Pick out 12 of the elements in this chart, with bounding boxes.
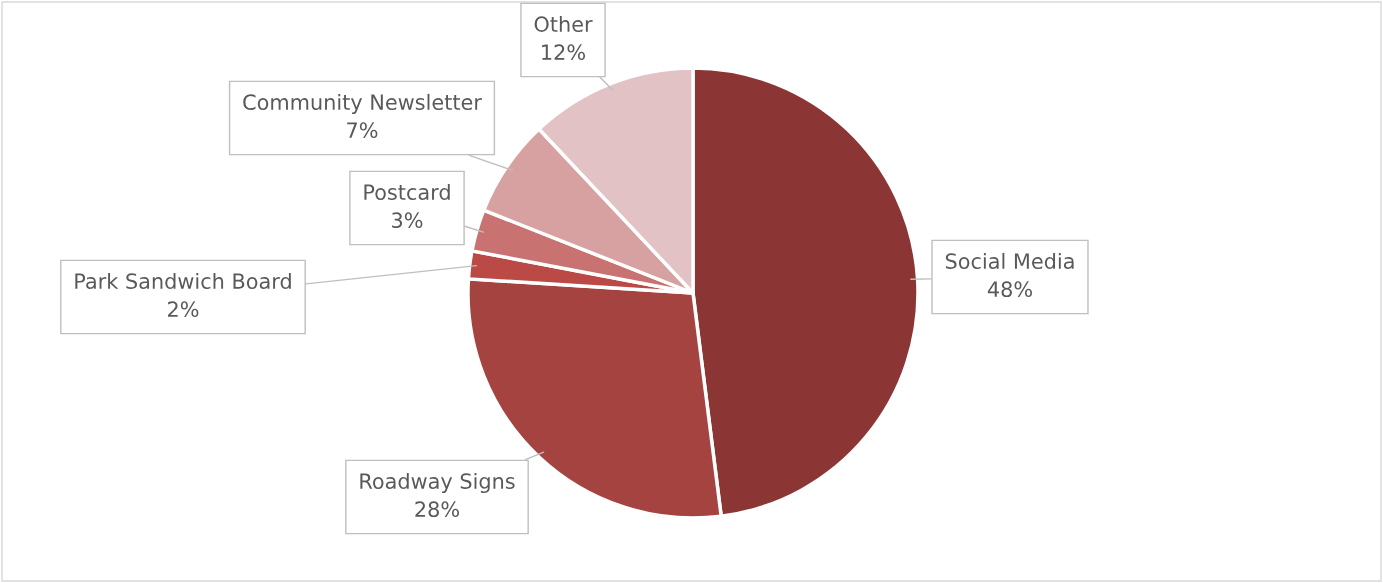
slice-label: Postcard [364, 183, 450, 201]
data-label: 2% [168, 301, 199, 318]
slice-label: Other [534, 15, 593, 33]
data-label: 48% [987, 281, 1032, 298]
slice-label: Social Media [945, 252, 1074, 270]
data-label: 28% [415, 501, 459, 518]
slice-label: Roadway Signs [360, 472, 515, 494]
slice-label: Community Newsletter [243, 93, 482, 115]
slice-label: Park Sandwich Board [75, 272, 291, 290]
data-label: 12% [542, 44, 585, 61]
data-label: 3% [392, 212, 423, 229]
data-label: 7% [347, 122, 378, 139]
